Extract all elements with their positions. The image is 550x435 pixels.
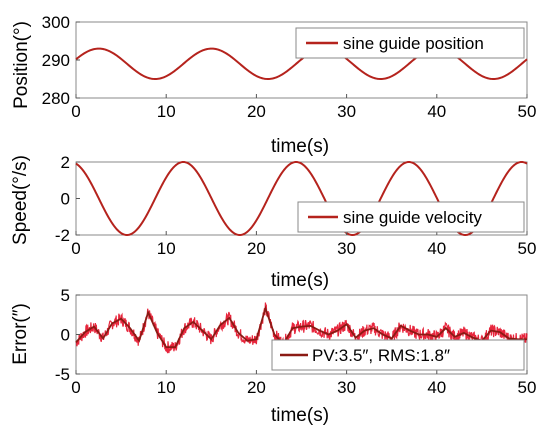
x-tick-label-velocity: 0 xyxy=(71,239,80,258)
y-tick-label-velocity: 0 xyxy=(61,190,70,209)
legend-label-error: PV:3.5″, RMS:1.8″ xyxy=(312,346,450,365)
legend-label-position: sine guide position xyxy=(343,34,484,53)
y-tick-label-error: 0 xyxy=(61,326,70,345)
x-tick-label-position: 0 xyxy=(71,102,80,121)
x-tick-label-velocity: 30 xyxy=(337,239,356,258)
y-tick-label-velocity: -2 xyxy=(55,226,70,245)
y-tick-label-position: 290 xyxy=(42,51,70,70)
x-tick-label-velocity: 20 xyxy=(247,239,266,258)
x-tick-label-error: 30 xyxy=(337,378,356,397)
panel-position: 0 10 20 30 40 50 280 290 300 time(s) Position(°)… xyxy=(11,13,536,157)
x-axis-label-position: time(s) xyxy=(271,136,329,157)
tick-group-velocity: 0 10 20 30 40 50-202 xyxy=(55,153,537,258)
y-tick-label-velocity: 2 xyxy=(61,153,70,172)
x-tick-label-position: 10 xyxy=(157,102,176,121)
tick-group-error: 0 10 20 30 40 50-505 xyxy=(55,286,537,397)
y-tick-label-position: 300 xyxy=(42,13,70,32)
y-axis-label-position: Position(°) xyxy=(11,21,32,109)
series-line-error xyxy=(75,305,527,349)
legend-error: PV:3.5″, RMS:1.8″ xyxy=(271,339,525,371)
y-tick-label-position: 280 xyxy=(42,89,70,108)
y-axis-label-velocity: Speed(°/s) xyxy=(10,155,31,245)
x-axis-label-velocity: time(s) xyxy=(271,270,329,291)
tick-group-position: 0 10 20 30 40 50 280 290 300 xyxy=(42,13,537,121)
legend-position: sine guide position xyxy=(295,27,525,59)
series-group-error xyxy=(75,302,528,354)
legend-box-error xyxy=(271,339,525,371)
x-tick-label-velocity: 10 xyxy=(157,239,176,258)
x-tick-label-error: 40 xyxy=(427,378,446,397)
x-tick-label-error: 50 xyxy=(518,378,537,397)
x-tick-label-position: 30 xyxy=(337,102,356,121)
x-tick-label-velocity: 50 xyxy=(518,239,537,258)
y-axis-label-error: Error(″) xyxy=(10,303,31,365)
x-tick-label-error: 10 xyxy=(157,378,176,397)
x-tick-label-error: 20 xyxy=(247,378,266,397)
x-axis-label-error: time(s) xyxy=(271,405,329,426)
x-tick-label-position: 40 xyxy=(427,102,446,121)
x-tick-label-position: 20 xyxy=(247,102,266,121)
legend-velocity: sine guide velocity xyxy=(297,201,525,233)
x-tick-label-error: 0 xyxy=(71,378,80,397)
x-tick-label-velocity: 40 xyxy=(427,239,446,258)
panel-velocity: 0 10 20 30 40 50-202 time(s) Speed(°/s) sine … xyxy=(10,153,536,291)
panel-error: 0 10 20 30 40 50-505 time(s) Error(″) PV:3.5″… xyxy=(10,286,536,426)
y-tick-label-error: -5 xyxy=(55,365,70,384)
y-tick-label-error: 5 xyxy=(61,286,70,305)
series-noise-error xyxy=(75,302,528,354)
legend-label-velocity: sine guide velocity xyxy=(343,208,482,227)
x-tick-label-position: 50 xyxy=(518,102,537,121)
